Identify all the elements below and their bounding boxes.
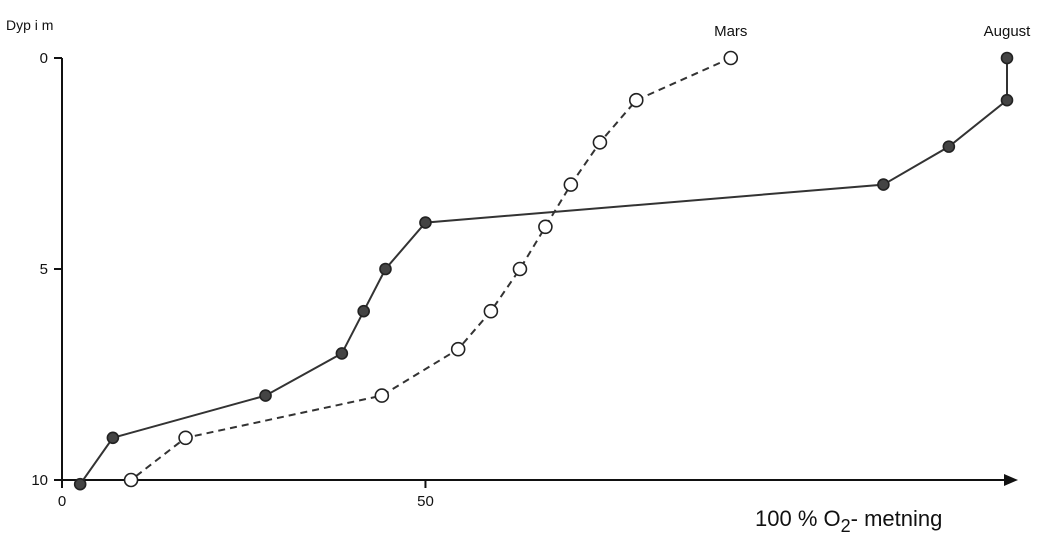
x-tick-label: 50	[417, 493, 434, 510]
series-label-mars: Mars	[714, 23, 747, 40]
data-point-mars	[563, 177, 579, 192]
data-point-mars	[512, 261, 528, 277]
y-axis-label: Dyp i m	[6, 17, 53, 33]
series-labels: August Mars	[714, 23, 1031, 40]
data-point-mars	[123, 472, 139, 488]
data-point-august	[419, 216, 432, 229]
data-point-mars	[538, 219, 553, 235]
data-point-august	[73, 477, 87, 491]
data-point-mars	[178, 430, 193, 446]
data-point-august	[379, 262, 392, 276]
y-tick-label: 5	[40, 261, 48, 278]
axes-group	[61, 58, 1018, 486]
y-tick-label: 10	[31, 472, 48, 489]
x-axis-label-suffix: - metning	[851, 506, 943, 531]
series-layer	[73, 50, 1014, 491]
x-tick-label: 0	[58, 493, 66, 510]
data-point-august	[1000, 51, 1014, 65]
ticks-group: 0 5 10 0 50	[31, 50, 433, 510]
data-point-mars	[628, 92, 644, 108]
x-axis-label-main: 100 % O	[755, 506, 841, 531]
data-point-august	[106, 431, 120, 445]
data-point-mars	[723, 50, 739, 66]
data-point-mars	[592, 135, 608, 150]
data-point-august	[1000, 93, 1014, 107]
x-axis-arrowhead	[1004, 474, 1018, 486]
data-point-mars	[483, 303, 499, 319]
series-label-august: August	[984, 23, 1032, 40]
data-point-august	[259, 389, 272, 402]
y-tick-label: 0	[40, 50, 48, 67]
x-axis-label: 100 % O2- metning	[755, 506, 942, 533]
data-point-mars	[450, 341, 466, 357]
data-point-august	[335, 347, 349, 360]
series-line-mars	[130, 57, 732, 481]
series-line-august	[79, 58, 1008, 485]
data-point-august	[877, 178, 890, 191]
data-point-mars	[374, 388, 390, 403]
x-axis-label-subscript: 2	[841, 516, 851, 533]
data-point-august	[942, 140, 956, 153]
data-point-august	[357, 304, 370, 318]
